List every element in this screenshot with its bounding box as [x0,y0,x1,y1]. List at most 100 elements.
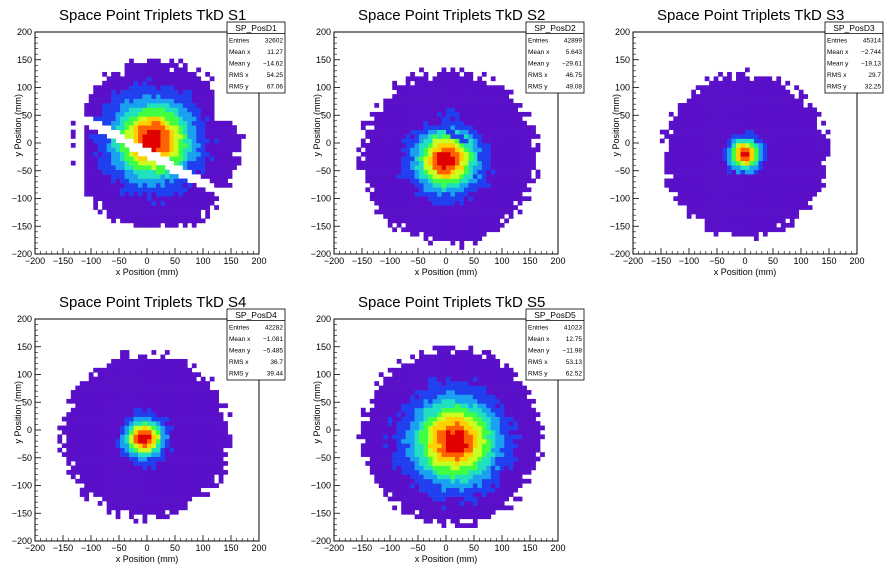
heatmap-bin [191,474,197,480]
heatmap-bin [392,214,398,219]
heatmap-bin [459,107,465,113]
heatmap-bin [472,80,478,86]
heatmap-bin [129,398,134,404]
heatmap-bin [129,505,134,511]
heatmap-bin [664,169,670,175]
heatmap-bin [205,465,211,471]
heatmap-bin [124,363,130,369]
heatmap-bin [753,120,759,126]
heatmap-bin [218,125,224,130]
heatmap-bin [378,165,384,170]
heatmap-bin [517,147,523,153]
heatmap-bin [133,89,139,95]
heatmap-bin [173,94,179,99]
heatmap-bin [486,116,492,122]
heatmap-bin [187,147,193,153]
heatmap-bin [200,134,206,139]
heatmap-bin [459,94,465,99]
heatmap-bin [155,116,161,122]
heatmap-bin [441,205,447,210]
heatmap-bin [205,456,211,462]
heatmap-bin [776,209,782,215]
heatmap-bin [374,381,380,386]
heatmap-bin [138,430,143,435]
heatmap-bin [75,385,81,391]
heatmap-bin [762,143,768,148]
heatmap-bin [508,129,514,135]
heatmap-bin [821,147,826,153]
heatmap-bin [396,89,402,95]
heatmap-bin [495,174,501,179]
heatmap-bin [508,138,514,144]
heatmap-bin [387,111,393,117]
heatmap-bin [173,376,179,382]
heatmap-bin [205,492,211,497]
heatmap-bin [182,182,188,188]
heatmap-bin [753,169,759,175]
heatmap-bin [486,160,492,166]
heatmap-bin [209,120,215,126]
heatmap-bin [785,174,791,179]
heatmap-bin [182,111,188,117]
heatmap-bin [115,160,121,166]
stats-row-value: 32602 [265,38,283,45]
heatmap-bin [169,509,175,515]
heatmap-bin [459,89,465,95]
heatmap-bin [758,85,764,91]
heatmap-bin [142,107,148,113]
heatmap-bin [472,227,478,233]
heatmap-bin [120,205,125,210]
heatmap-bin [392,381,398,386]
heatmap-bin [133,394,139,400]
heatmap-bin [84,385,90,391]
chart-title: Space Point Triplets TkD S2 [358,7,545,24]
heatmap-bin [428,205,433,210]
heatmap-bin [727,89,732,95]
heatmap-bin [798,143,804,148]
heatmap-bin [481,169,487,175]
heatmap-bin [812,138,817,144]
heatmap-bin [463,120,469,126]
heatmap-bin [124,354,130,360]
stats-row-label: Mean x [528,49,550,56]
heatmap-bin [463,214,469,219]
heatmap-bin [97,465,103,471]
heatmap-bin [84,156,90,162]
heatmap-bin [508,103,514,108]
heatmap-bin [214,147,219,153]
heatmap-bin [164,116,170,122]
heatmap-bin [129,394,134,400]
heatmap-bin [522,120,527,126]
heatmap-bin [97,174,103,179]
heatmap-bin [807,205,813,210]
heatmap-bin [722,222,728,228]
heatmap-bin [704,218,710,224]
heatmap-bin [437,89,442,95]
heatmap-bin [147,398,152,404]
heatmap-bin [450,147,456,153]
heatmap-bin [468,156,474,162]
heatmap-bin [102,474,107,480]
heatmap-bin [151,376,157,382]
heatmap-bin [129,358,134,364]
heatmap-bin [508,125,514,130]
heatmap-bin [821,134,826,139]
heatmap-bin [173,412,179,417]
heatmap-bin [124,209,130,215]
heatmap-bin [164,487,170,493]
heatmap-bin [369,438,375,444]
heatmap-bin [499,147,505,153]
heatmap-bin [472,156,478,162]
heatmap-bin [383,182,389,188]
heatmap-bin [79,416,85,422]
heatmap-bin [437,125,442,130]
heatmap-bin [745,174,750,179]
heatmap-bin [129,443,134,449]
heatmap-bin [138,358,143,364]
heatmap-bin [129,483,134,489]
heatmap-bin [155,469,161,475]
heatmap-bin [84,412,90,417]
heatmap-bin [236,138,242,144]
heatmap-bin [745,205,750,210]
heatmap-bin [668,125,674,130]
